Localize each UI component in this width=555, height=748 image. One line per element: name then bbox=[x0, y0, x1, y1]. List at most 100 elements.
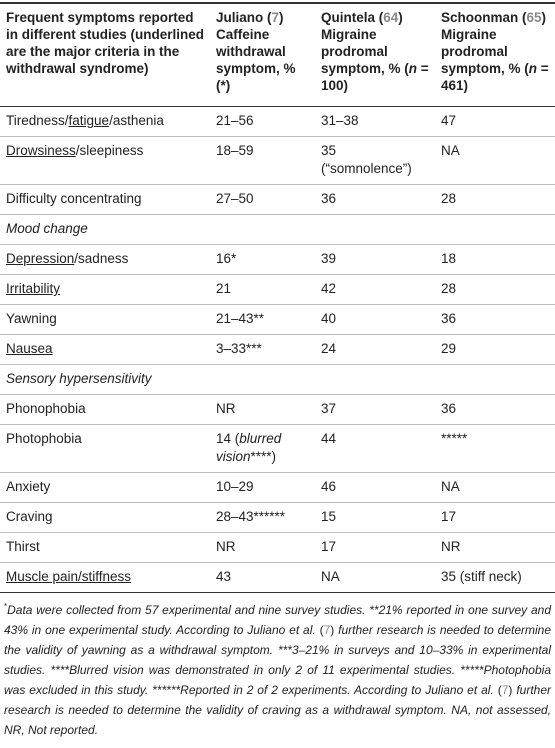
table-cell: 21–56 bbox=[210, 106, 315, 137]
table-cell: 17 bbox=[435, 502, 555, 533]
table-cell: 15 bbox=[315, 502, 435, 533]
text-segment: blurred vision bbox=[216, 431, 282, 464]
table-cell: NR bbox=[210, 394, 315, 425]
text-segment: ***** bbox=[441, 431, 468, 446]
table-row: Phonophobia NR 37 36 bbox=[0, 394, 555, 425]
table-cell: NR bbox=[210, 532, 315, 563]
text-segment: 21 bbox=[216, 281, 232, 296]
text-segment: fatigue bbox=[68, 113, 110, 128]
header-subtitle: Migraine prodromal symptom, % (n = 100) bbox=[321, 26, 429, 94]
table-cell: 24 bbox=[315, 334, 435, 365]
text-segment: ) bbox=[541, 10, 547, 25]
table-cell: 18–59 bbox=[210, 136, 315, 185]
table-row: Nausea 3–33*** 24 29 bbox=[0, 334, 555, 365]
text-segment: 21–43** bbox=[216, 311, 265, 326]
text-segment: Muscle pain/stiffness bbox=[6, 569, 132, 584]
text-segment: Drowsiness bbox=[6, 143, 76, 158]
table-cell: 16* bbox=[210, 244, 315, 275]
text-segment: 7 bbox=[323, 623, 331, 637]
footnote: *Data were collected from 57 experimenta… bbox=[0, 593, 555, 740]
table-cell: 43 bbox=[210, 562, 315, 593]
table-cell: NA bbox=[315, 562, 435, 593]
table-cell: 28 bbox=[435, 184, 555, 215]
text-segment: Anxiety bbox=[6, 479, 51, 494]
table-cell: 18 bbox=[435, 244, 555, 275]
text-segment: further research is needed to determine … bbox=[4, 683, 552, 737]
text-segment: 15 bbox=[321, 509, 337, 524]
text-segment: 65 bbox=[526, 10, 542, 25]
text-segment: ****) bbox=[250, 449, 277, 464]
table-cell: NA bbox=[435, 472, 555, 503]
text-segment: 27–50 bbox=[216, 191, 254, 206]
text-segment: Frequent symptoms reported in different … bbox=[6, 10, 205, 76]
table-row: Photophobia 14 (blurred vision****) 44 ****… bbox=[0, 424, 555, 473]
text-segment: 17 bbox=[441, 509, 457, 524]
section-cell: Mood change bbox=[0, 214, 555, 245]
text-segment: 64 bbox=[383, 10, 399, 25]
table-row: Thirst NR 17 NR bbox=[0, 532, 555, 563]
text-segment: 16* bbox=[216, 251, 237, 266]
table-cell: 29 bbox=[435, 334, 555, 365]
header-subtitle: Migraine prodromal symptom, % (n = 461) bbox=[441, 26, 549, 94]
text-segment: ( bbox=[497, 683, 502, 697]
table-cell: NR bbox=[435, 532, 555, 563]
table-body: Tiredness/fatigue/asthenia 21–56 31–38 47 Dr… bbox=[0, 106, 555, 593]
table-cell: 36 bbox=[315, 184, 435, 215]
text-segment: Tiredness/ bbox=[6, 113, 69, 128]
header-cell: Quintela (64) Migraine prodromal symptom,… bbox=[315, 2, 435, 107]
table-cell: Nausea bbox=[0, 334, 210, 365]
header-name: Frequent symptoms reported in different … bbox=[6, 10, 204, 76]
text-segment: /asthenia bbox=[109, 113, 164, 128]
table-cell: 36 bbox=[435, 304, 555, 335]
text-segment: 36 bbox=[441, 401, 457, 416]
table-cell: 35 (stiff neck) bbox=[435, 562, 555, 593]
header-subtitle: Caffeine withdrawal symptom, % (*) bbox=[216, 26, 309, 94]
header-cell: Schoonman (65) Migraine prodromal symptom… bbox=[435, 2, 555, 107]
table-cell: 39 bbox=[315, 244, 435, 275]
text-segment: /sleepiness bbox=[75, 143, 144, 158]
text-segment: Difficulty concentrating bbox=[6, 191, 142, 206]
table-cell: Yawning bbox=[0, 304, 210, 335]
text-segment: 36 bbox=[441, 311, 457, 326]
header-cell: Juliano (7) Caffeine withdrawal symptom, … bbox=[210, 2, 315, 107]
text-segment: ) bbox=[279, 10, 284, 25]
text-segment: NR bbox=[216, 401, 236, 416]
table-cell: 10–29 bbox=[210, 472, 315, 503]
text-segment: 18 bbox=[441, 251, 457, 266]
section-cell: Sensory hypersensitivity bbox=[0, 364, 555, 395]
text-segment: ) bbox=[330, 623, 335, 637]
text-segment: 31–38 bbox=[321, 113, 359, 128]
text-segment: 14 ( bbox=[216, 431, 240, 446]
text-segment: Craving bbox=[6, 509, 53, 524]
table-row: Muscle pain/stiffness 43 NA 35 (stiff neck) bbox=[0, 562, 555, 593]
header-name: Quintela (64) bbox=[321, 10, 403, 25]
table-cell: Tiredness/fatigue/asthenia bbox=[0, 106, 210, 137]
text-segment: 17 bbox=[321, 539, 337, 554]
text-segment: NA bbox=[321, 569, 340, 584]
text-segment: 42 bbox=[321, 281, 337, 296]
text-segment: n bbox=[528, 61, 538, 76]
text-segment: /sadness bbox=[74, 251, 129, 266]
table-cell: Irritability bbox=[0, 274, 210, 305]
text-segment: 29 bbox=[441, 341, 457, 356]
text-segment: 40 bbox=[321, 311, 337, 326]
text-segment: Nausea bbox=[6, 341, 53, 356]
table-row: Difficulty concentrating 27–50 36 28 bbox=[0, 184, 555, 215]
table-cell: 27–50 bbox=[210, 184, 315, 215]
table-row: Drowsiness/sleepiness 18–59 35 (“somnolenc… bbox=[0, 136, 555, 185]
table-cell: 42 bbox=[315, 274, 435, 305]
text-segment: Juliano ( bbox=[216, 10, 272, 25]
header-name: Juliano (7) bbox=[216, 10, 284, 25]
text-segment: 7 bbox=[501, 683, 509, 697]
table-cell: 28–43****** bbox=[210, 502, 315, 533]
table-row: Depression/sadness 16* 39 18 bbox=[0, 244, 555, 275]
text-segment: 3–33*** bbox=[216, 341, 262, 356]
table-cell: 21–43** bbox=[210, 304, 315, 335]
table-cell: Drowsiness/sleepiness bbox=[0, 136, 210, 185]
text-segment: 35 (“somnolence”) bbox=[321, 143, 412, 176]
text-segment: 28–43****** bbox=[216, 509, 286, 524]
table-cell: Craving bbox=[0, 502, 210, 533]
table-cell: 47 bbox=[435, 106, 555, 137]
table-cell: 14 (blurred vision****) bbox=[210, 424, 315, 473]
text-segment: NA bbox=[441, 479, 460, 494]
